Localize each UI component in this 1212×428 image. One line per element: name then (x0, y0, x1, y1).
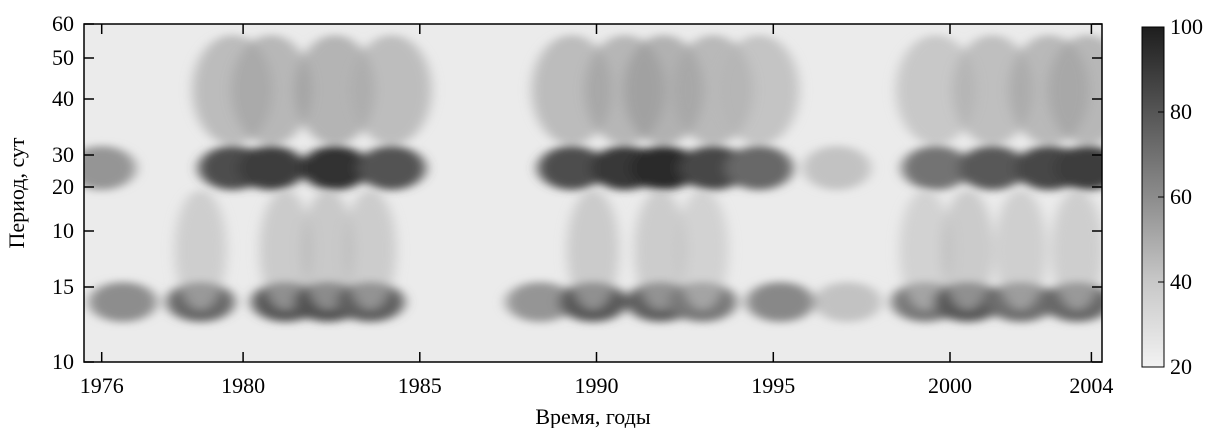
band-2-streak-13 (941, 190, 994, 310)
x-axis-ticks: 1976 1980 1985 1990 1995 2000 2004 (80, 24, 1113, 398)
band-2-streak-8 (634, 190, 687, 310)
band-2-peak-10 (746, 282, 815, 322)
x-axis-title: Время, годы (535, 404, 651, 428)
band-1-haze-10 (719, 35, 800, 145)
y-tick-label-1: 50 (52, 45, 74, 70)
band-1-peak-4 (301, 146, 369, 190)
colorbar-tick-label-100: 100 (1170, 14, 1203, 39)
band-1-haze-15 (1047, 35, 1102, 145)
x-tick-label-1990: 1990 (575, 373, 619, 398)
band-2-streak-4 (301, 190, 354, 310)
band-1-haze-12 (895, 35, 976, 145)
band-1-peak-15 (1053, 146, 1102, 190)
band-2-streak-9 (676, 190, 729, 310)
band-1-haze-5 (351, 35, 432, 145)
x-tick-label-2000: 2000 (928, 373, 972, 398)
band-1-peak-10 (725, 146, 794, 190)
band-1-haze-4 (295, 35, 375, 145)
band-2-streak-12 (899, 190, 952, 310)
colorbar-ticks: 20 40 60 80 100 (1158, 14, 1203, 379)
band-1 (84, 35, 1102, 190)
band-2-streak-3 (259, 190, 312, 310)
y-axis-ticks: 60 50 40 30 20 10 15 10 (52, 11, 1102, 374)
band-1-peak-13 (958, 146, 1027, 190)
band-2-streak-15 (1051, 190, 1102, 310)
band-2-peak-6 (506, 282, 574, 322)
band-2-peak-1 (88, 282, 157, 322)
band-2-peak-11 (813, 282, 882, 322)
band-2 (88, 190, 1102, 322)
band-1-peak-6 (537, 146, 606, 190)
plot-frame (83, 23, 1103, 363)
band-2-streak-2 (174, 190, 227, 310)
band-1-peak-5 (357, 146, 426, 190)
colorbar-tick-label-40: 40 (1170, 269, 1192, 294)
band-2-streak-7 (567, 190, 619, 310)
band-2-streak-14 (994, 190, 1047, 310)
band-1-peak-8 (629, 146, 698, 190)
y-tick-label-5: 10 (52, 218, 74, 243)
x-tick-label-1995: 1995 (751, 373, 795, 398)
y-tick-label-6: 15 (52, 274, 74, 299)
band-1-peak-3 (237, 146, 306, 190)
colorbar-tick-label-20: 20 (1170, 354, 1192, 379)
y-axis-title: Период, сут (4, 137, 29, 248)
band-1-peak-12 (901, 146, 970, 190)
x-tick-label-1976: 1976 (80, 373, 124, 398)
x-tick-label-2004: 2004 (1069, 373, 1113, 398)
band-1-haze-3 (231, 35, 312, 145)
colorbar-tick-label-60: 60 (1170, 184, 1192, 209)
colorbar-tick-label-80: 80 (1170, 99, 1192, 124)
y-tick-label-2: 40 (52, 86, 74, 111)
y-tick-label-0: 60 (52, 11, 74, 36)
x-tick-label-1980: 1980 (221, 373, 265, 398)
band-2-streak-5 (344, 190, 397, 310)
y-tick-label-7: 10 (52, 349, 74, 374)
band-1-peak-1 (84, 146, 136, 190)
band-1-peak-11 (802, 146, 871, 190)
x-tick-label-1985: 1985 (398, 373, 442, 398)
heatmap-layer (84, 35, 1102, 322)
band-1-haze-13 (952, 35, 1033, 145)
y-tick-label-3: 30 (52, 142, 74, 167)
y-tick-label-4: 20 (52, 174, 74, 199)
